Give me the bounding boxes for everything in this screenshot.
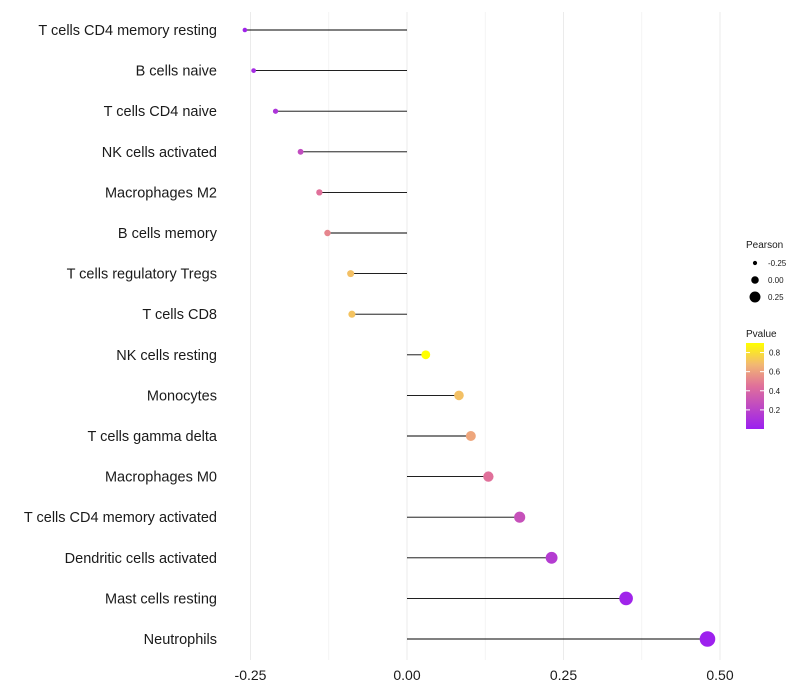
x-tick-label: 0.25: [550, 667, 577, 683]
category-label: NK cells resting: [116, 348, 217, 364]
size-legend-key: [751, 276, 759, 284]
color-legend-tick-label: 0.4: [769, 387, 781, 396]
lollipop-point: [545, 551, 558, 564]
x-tick-label: 0.00: [393, 667, 420, 683]
legend: Pearson -0.250.000.25 Pvalue 0.80.60.40.…: [746, 240, 787, 429]
lollipop-point: [514, 511, 526, 523]
lollipop-point: [242, 27, 248, 33]
color-legend-title: Pvalue: [746, 329, 777, 340]
grid-lines: [250, 12, 721, 660]
lollipop-point: [251, 68, 256, 73]
category-label: Monocytes: [147, 388, 217, 404]
lollipop-point: [272, 108, 279, 114]
x-axis-tick-labels: -0.25 0.00 0.25 0.50: [235, 667, 734, 683]
category-label: Mast cells resting: [105, 591, 217, 607]
size-legend: -0.25 0.00 0.25: [749, 259, 787, 303]
lollipop-point: [347, 270, 355, 278]
category-label: Macrophages M0: [105, 470, 217, 486]
category-label: Dendritic cells activated: [65, 551, 217, 567]
category-label: Macrophages M2: [105, 185, 217, 201]
lollipop-point: [465, 431, 476, 441]
category-label: T cells CD4 naive: [104, 104, 217, 120]
category-label: T cells CD4 memory activated: [24, 510, 217, 526]
size-legend-title: Pearson: [746, 240, 783, 251]
lollipop-stems: [244, 29, 708, 640]
lollipop-point: [297, 148, 304, 155]
color-legend-tick-label: 0.6: [769, 368, 781, 377]
category-label: NK cells activated: [102, 145, 217, 161]
size-legend-label: 0.00: [768, 276, 784, 285]
category-label: T cells regulatory Tregs: [67, 267, 217, 283]
size-legend-key: [752, 260, 758, 266]
category-label: Neutrophils: [144, 632, 217, 648]
lollipop-point: [483, 471, 494, 482]
color-legend-tick-label: 0.2: [769, 406, 781, 415]
lollipop-point: [699, 631, 716, 647]
lollipop-point: [454, 390, 464, 401]
color-legend-tick-label: 0.8: [769, 349, 781, 358]
category-label: T cells gamma delta: [88, 429, 218, 445]
lollipop-point: [316, 189, 323, 196]
lollipop-point: [324, 229, 331, 237]
size-legend-label: 0.25: [768, 293, 784, 302]
lollipop-points: [242, 27, 716, 647]
category-label: B cells naive: [136, 64, 217, 80]
x-tick-label: -0.25: [235, 667, 267, 683]
color-legend-gradient-bar: [746, 343, 764, 429]
category-labels: T cells CD4 memory resting B cells naive T…: [24, 23, 218, 648]
category-label: T cells CD4 memory resting: [38, 23, 217, 39]
size-legend-label: -0.25: [768, 259, 787, 268]
lollipop-point: [421, 350, 431, 360]
category-label: T cells CD8: [142, 307, 217, 323]
lollipop-point: [619, 591, 633, 606]
size-legend-key: [749, 291, 761, 303]
color-legend-ticks: 0.8 0.6 0.4 0.2: [746, 349, 781, 415]
lollipop-point: [348, 310, 356, 318]
category-label: B cells memory: [118, 226, 218, 242]
x-tick-label: 0.50: [706, 667, 733, 683]
